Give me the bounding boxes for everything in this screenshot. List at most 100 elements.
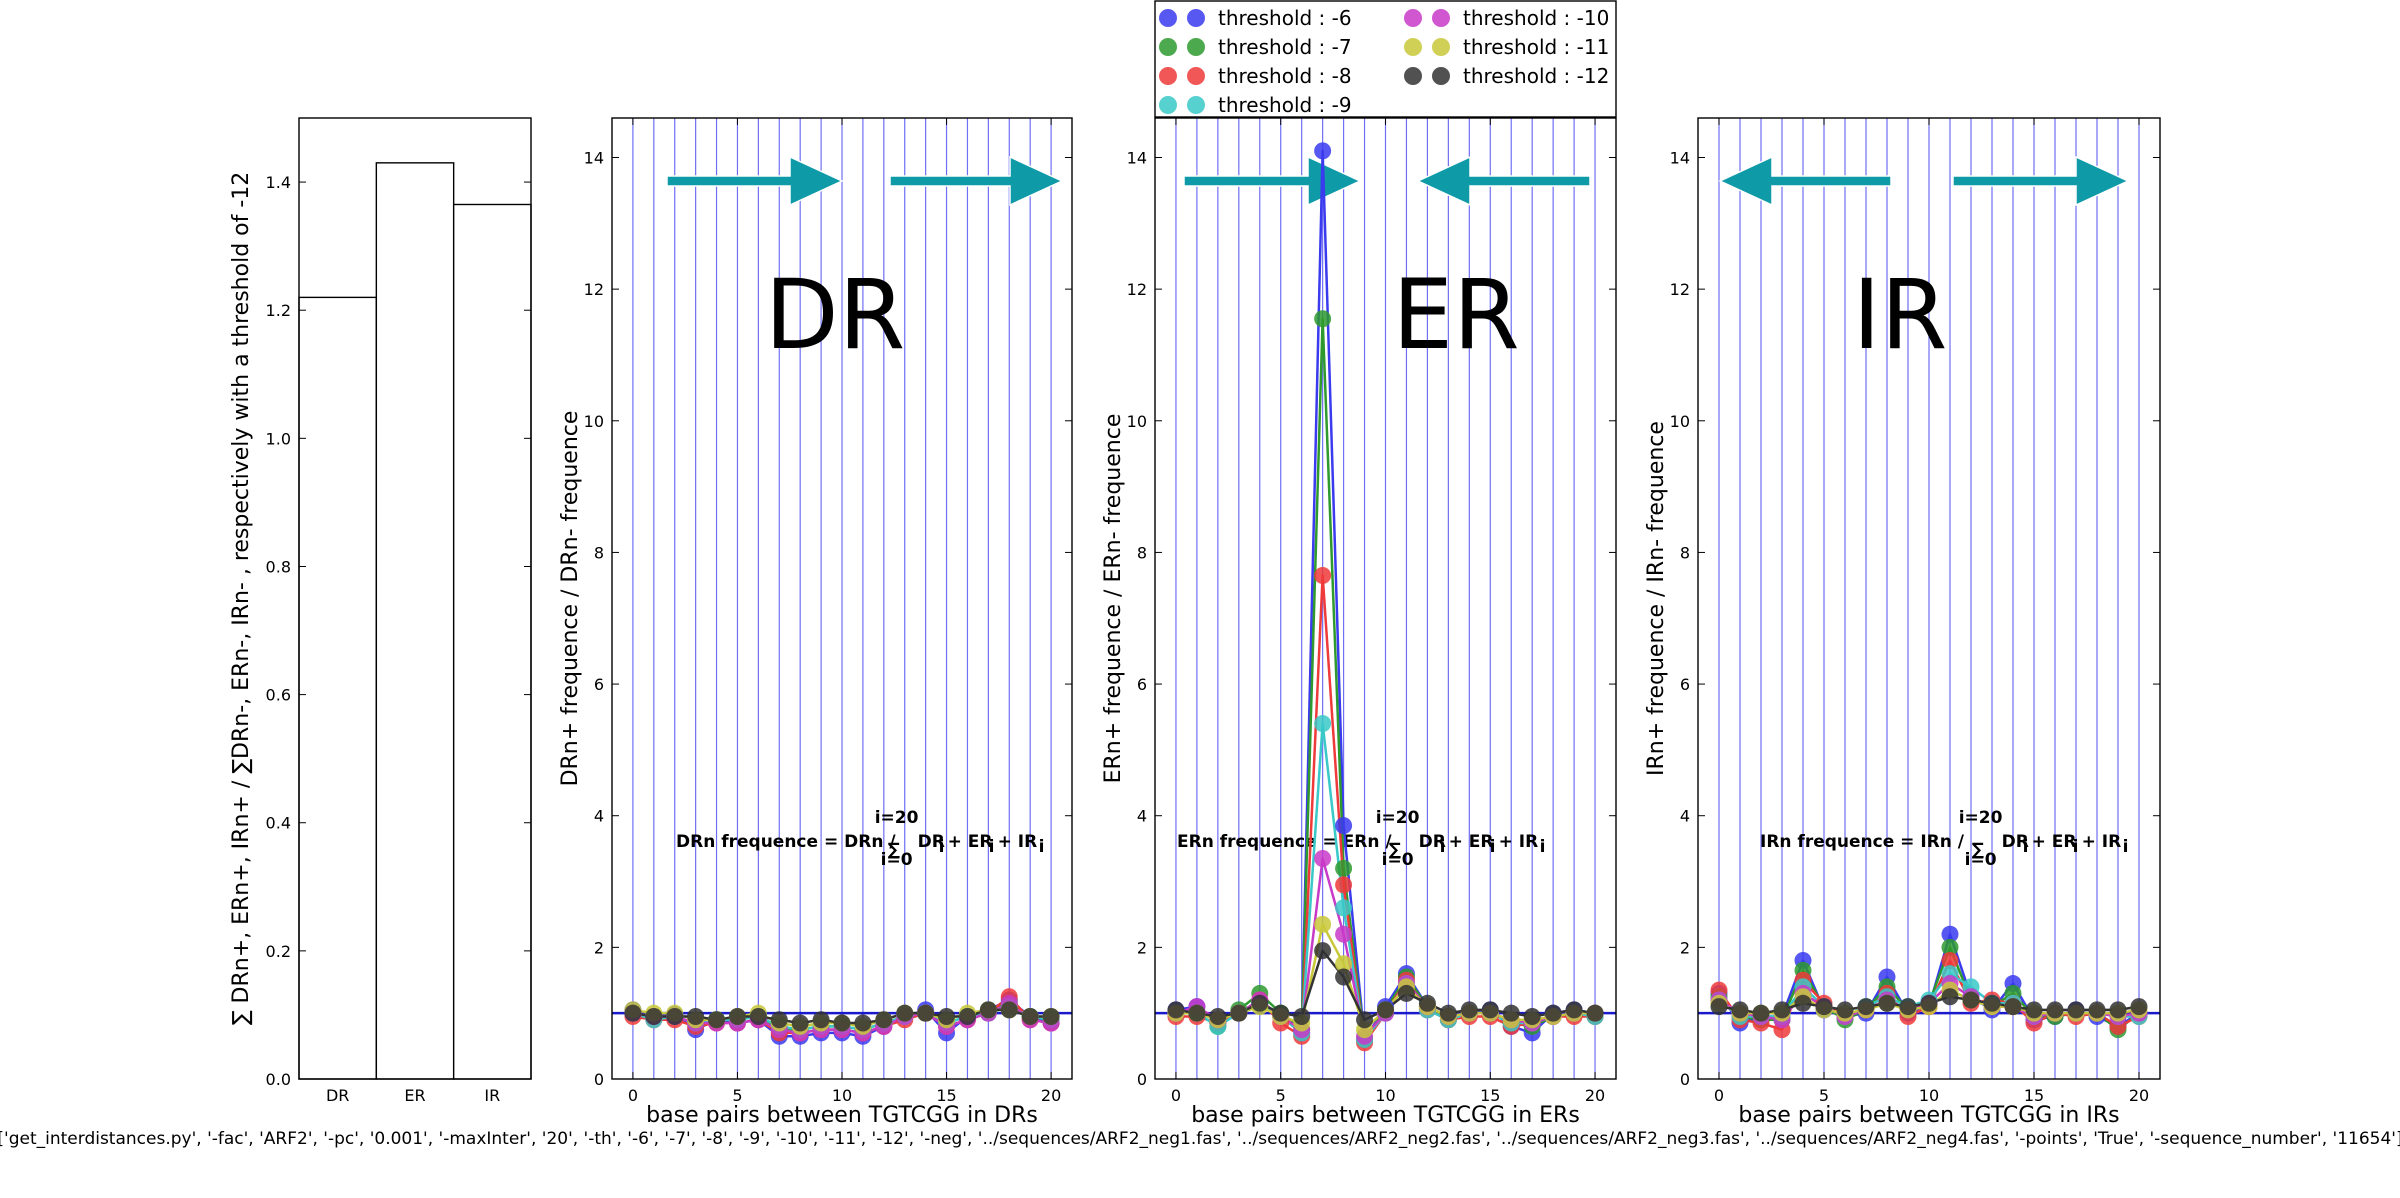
data-point bbox=[1209, 1007, 1227, 1025]
data-point bbox=[728, 1007, 746, 1025]
y-tick-label: 14 bbox=[1670, 148, 1690, 167]
legend-marker bbox=[1432, 9, 1450, 27]
data-point bbox=[1523, 1007, 1541, 1025]
axes-frame bbox=[298, 117, 532, 1080]
data-point bbox=[1314, 310, 1332, 328]
data-point bbox=[1314, 566, 1332, 584]
y-tick-label: 6 bbox=[1680, 675, 1690, 694]
y-axis-label: DRn+ frequence / DRn- frequence bbox=[558, 411, 583, 787]
legend-label: threshold : -11 bbox=[1463, 35, 1609, 59]
panel-big-label: ER bbox=[1392, 259, 1519, 371]
formula-subscript: i bbox=[1540, 837, 1546, 857]
sum-bottom: i=0 bbox=[1382, 850, 1414, 870]
y-tick-label: 0 bbox=[1680, 1070, 1690, 1089]
data-point bbox=[1230, 1004, 1248, 1022]
sum-symbol: ∑ bbox=[1972, 840, 1984, 860]
data-point bbox=[2130, 998, 2148, 1016]
direction-arrow-1 bbox=[666, 155, 844, 207]
x-tick-label: ER bbox=[404, 1086, 425, 1105]
data-point bbox=[645, 1007, 663, 1025]
data-point bbox=[812, 1011, 830, 1029]
y-tick-label: 8 bbox=[1680, 543, 1690, 562]
data-point bbox=[1377, 1001, 1394, 1019]
data-point bbox=[833, 1014, 851, 1032]
data-point bbox=[1021, 1007, 1039, 1025]
formula-subscript: i bbox=[1490, 837, 1496, 857]
data-point bbox=[2109, 1001, 2127, 1019]
y-tick-label: 1.4 bbox=[266, 173, 291, 192]
direction-arrow-1 bbox=[1183, 155, 1362, 207]
bar-ir bbox=[452, 203, 532, 1080]
data-point bbox=[1188, 1004, 1206, 1022]
formula-subscript: i bbox=[939, 837, 945, 857]
frequence-formula: ERn frequence = ERn / bbox=[1177, 832, 1392, 852]
x-tick-label: 0 bbox=[1714, 1086, 1724, 1105]
data-point bbox=[687, 1007, 705, 1025]
y-tick-label: 10 bbox=[1670, 412, 1690, 431]
y-tick-label: 14 bbox=[584, 148, 604, 167]
data-point bbox=[958, 1007, 976, 1025]
y-tick-label: 8 bbox=[1137, 543, 1147, 562]
legend-label: threshold : -9 bbox=[1218, 93, 1352, 117]
y-tick-label: 0.0 bbox=[266, 1070, 291, 1089]
legend-label: threshold : -8 bbox=[1218, 64, 1352, 88]
data-point bbox=[1335, 925, 1353, 943]
y-axis-label: ∑ DRn+, ERn+, IRn+ / ∑DRn-, ERn-, IRn- ,… bbox=[229, 172, 254, 1026]
legend-label: threshold : -10 bbox=[1463, 6, 1609, 30]
x-axis-label: base pairs between TGTCGG in ERs bbox=[1191, 1103, 1580, 1128]
data-point bbox=[1335, 899, 1353, 917]
legend-marker bbox=[1404, 38, 1422, 56]
axes-frame bbox=[1697, 117, 2161, 1080]
data-point bbox=[1418, 994, 1436, 1012]
x-tick-label: 5 bbox=[1819, 1086, 1829, 1105]
bar-panel: DR ER IR 0.0 0.2 0.4 0.6 0.8 1.0 1.2 1.4 ∑ DRn+, ER… bbox=[229, 117, 532, 1105]
y-tick-label: 0.8 bbox=[266, 557, 291, 576]
formula-subscript: i bbox=[1440, 837, 1446, 857]
y-tick-label: 12 bbox=[1127, 280, 1147, 299]
legend-marker bbox=[1159, 9, 1177, 27]
y-tick-label: 2 bbox=[1680, 938, 1690, 957]
legend-marker bbox=[1187, 38, 1205, 56]
sum-top: i=20 bbox=[1959, 808, 2003, 828]
y-tick-label: 2 bbox=[594, 938, 604, 957]
data-point bbox=[1481, 1001, 1499, 1019]
legend-label: threshold : -7 bbox=[1218, 35, 1352, 59]
direction-arrow-2 bbox=[1416, 155, 1591, 207]
x-tick-label: 20 bbox=[1041, 1086, 1061, 1105]
y-tick-label: 2 bbox=[1137, 938, 1147, 957]
data-point bbox=[1397, 984, 1415, 1002]
y-tick-label: 12 bbox=[1670, 280, 1690, 299]
y-tick-label: 0 bbox=[594, 1070, 604, 1089]
y-tick-label: 4 bbox=[594, 807, 604, 826]
legend-marker bbox=[1159, 67, 1177, 85]
direction-arrow-2 bbox=[1952, 155, 2130, 207]
legend-marker bbox=[1187, 9, 1205, 27]
data-point bbox=[1272, 1004, 1290, 1022]
bar-dr bbox=[298, 296, 378, 1080]
y-tick-label: 10 bbox=[1127, 412, 1147, 431]
direction-arrow-1 bbox=[1718, 155, 1892, 207]
direction-arrow-2 bbox=[889, 155, 1064, 207]
x-tick-label: 0 bbox=[1171, 1086, 1181, 1105]
y-tick-label: 0.2 bbox=[266, 942, 291, 961]
y-tick-label: 0.4 bbox=[266, 814, 291, 833]
formula-term: DR bbox=[1419, 832, 1446, 852]
data-point bbox=[1000, 1001, 1018, 1019]
x-tick-label: 5 bbox=[1276, 1086, 1286, 1105]
legend-marker bbox=[1404, 9, 1422, 27]
data-point bbox=[854, 1014, 872, 1032]
y-axis-label: IRn+ frequence / IRn- frequence bbox=[1644, 421, 1669, 776]
data-point bbox=[1878, 994, 1896, 1012]
data-point bbox=[1941, 938, 1959, 956]
formula-subscript: i bbox=[2073, 837, 2079, 857]
frequence-formula: DRn frequence = DRn / bbox=[676, 832, 896, 852]
data-point bbox=[770, 1011, 788, 1029]
x-tick-label: 20 bbox=[1585, 1086, 1605, 1105]
x-tick-label: 15 bbox=[936, 1086, 956, 1105]
data-point bbox=[666, 1007, 684, 1025]
data-point bbox=[1293, 1007, 1311, 1025]
legend-marker bbox=[1159, 96, 1177, 114]
data-point bbox=[1941, 952, 1959, 970]
